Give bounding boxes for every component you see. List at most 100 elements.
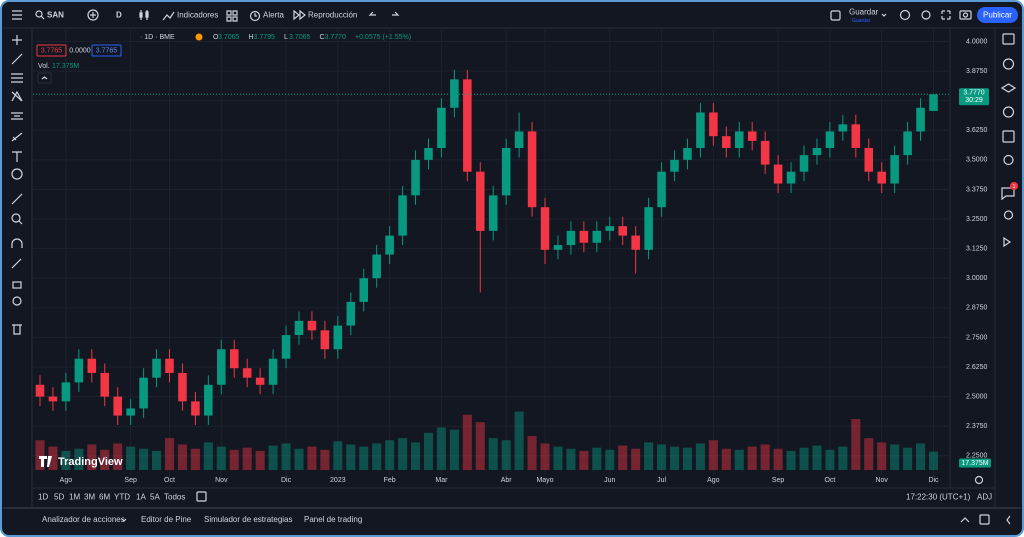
x-tick-label: 2023 — [330, 477, 346, 484]
candle-body — [87, 358, 97, 373]
ask-box[interactable] — [91, 44, 122, 57]
volume-bar — [177, 444, 187, 470]
axis-settings[interactable] — [974, 475, 984, 485]
legend-key: C — [320, 34, 325, 41]
candle-body — [100, 372, 110, 397]
toolbar-icons[interactable] — [899, 9, 972, 21]
volume-value: 17.375M — [52, 63, 79, 70]
y-tick-label: 3.3750 — [966, 186, 988, 193]
symbol-search[interactable]: SAN — [35, 10, 64, 20]
collapse-panel[interactable] — [1006, 515, 1011, 525]
panel-tab[interactable]: Simulador de estrategias — [204, 515, 293, 524]
undo-redo[interactable] — [368, 11, 400, 16]
indicators-button[interactable]: Indicadores — [162, 11, 218, 21]
series-title: · 1D · BME — [140, 34, 175, 41]
menu-button[interactable] — [12, 10, 22, 20]
panel-tab[interactable]: Editor de Pine — [141, 515, 192, 524]
collapse-legend[interactable] — [37, 72, 52, 84]
candle-body — [566, 230, 576, 246]
range-bar: 1D 5D 1M 3M 6M YTD 1A 5A Todos — [38, 493, 185, 502]
candle-body — [152, 358, 161, 378]
layout-checkbox[interactable] — [830, 10, 841, 21]
symbol[interactable]: SAN — [47, 11, 64, 20]
bid-box[interactable] — [36, 44, 67, 57]
volume-bar — [216, 446, 226, 470]
x-tick-label: Mar — [435, 477, 448, 484]
adjust[interactable]: ADJ — [977, 493, 992, 502]
candle-body — [217, 349, 226, 385]
volume-bar — [74, 448, 84, 470]
x-tick-label: Mayo — [536, 477, 553, 484]
candle-body — [48, 396, 58, 402]
volume-bar — [87, 444, 97, 470]
collapse-icon[interactable] — [41, 76, 48, 80]
x-tick-label: Jun — [604, 477, 615, 484]
candle-body — [890, 155, 899, 184]
drawing-tools[interactable] — [11, 35, 23, 335]
candle-body — [359, 278, 369, 302]
candle-body — [255, 377, 265, 385]
chart-type[interactable] — [139, 10, 149, 20]
publish-label[interactable]: Publicar — [983, 11, 1012, 20]
x-tick-label: Oct — [164, 477, 175, 484]
candle-body — [799, 155, 809, 172]
volume-bar — [113, 443, 123, 470]
candle-body — [165, 358, 174, 373]
range-button[interactable]: Todos — [164, 493, 185, 502]
legend-key: L — [284, 34, 288, 41]
volume-tag-label: 17.375M — [961, 460, 988, 467]
alert-label[interactable]: Alerta — [263, 11, 284, 20]
panel-tab[interactable]: Analizador de acciones — [42, 515, 125, 524]
panel-tab[interactable]: Panel de trading — [304, 515, 362, 524]
indicators-label[interactable]: Indicadores — [177, 11, 218, 20]
y-tick-label: 3.2500 — [966, 216, 988, 223]
alert-button[interactable]: Alerta — [249, 11, 285, 22]
date-range-button[interactable] — [196, 491, 207, 502]
bid[interactable]: 3.7765 — [41, 47, 63, 54]
replay-label[interactable]: Reproducción — [308, 11, 357, 20]
range-button[interactable]: 5A — [150, 493, 160, 502]
compare-button[interactable] — [87, 9, 99, 21]
candle-body — [618, 226, 627, 236]
candle-body — [592, 230, 602, 243]
range-button[interactable]: 6M — [99, 493, 110, 502]
candle-body — [139, 377, 148, 409]
save-button[interactable]: Guardar — [849, 8, 879, 17]
candle-body — [463, 79, 472, 172]
range-button[interactable]: 5D — [54, 493, 64, 502]
save-menu[interactable] — [881, 13, 887, 17]
range-button[interactable]: YTD — [114, 493, 130, 502]
candle-body — [61, 382, 71, 402]
layouts-button[interactable] — [226, 10, 238, 22]
volume-bar — [657, 444, 667, 470]
candle-body — [294, 320, 304, 336]
price-tag — [959, 88, 989, 106]
legend-value: 3.7795 — [254, 34, 276, 41]
expand-panel[interactable] — [960, 517, 970, 523]
candle-body — [864, 148, 874, 172]
interval[interactable]: D — [116, 11, 122, 20]
publish-button[interactable] — [977, 7, 1018, 23]
status-dot — [195, 33, 203, 41]
candle-body — [191, 401, 200, 416]
volume-bar — [851, 419, 861, 470]
volume-bar — [449, 429, 459, 470]
candle-body — [268, 358, 278, 385]
candle-body — [916, 107, 925, 132]
candle-body — [747, 131, 757, 141]
volume-bar — [203, 442, 213, 470]
save-status: Guardar — [852, 18, 871, 24]
candle-body — [812, 148, 822, 156]
replay-button[interactable]: Reproducción — [293, 9, 357, 21]
ask[interactable]: 3.7765 — [96, 47, 118, 54]
range-button[interactable]: 3M — [84, 493, 95, 502]
range-button[interactable]: 1D — [38, 493, 48, 502]
volume-bar — [773, 448, 783, 470]
tab-menu[interactable] — [121, 518, 127, 522]
volume-bar — [398, 438, 408, 470]
range-button[interactable]: 1A — [136, 493, 146, 502]
candle-body — [307, 320, 317, 331]
range-button[interactable]: 1M — [69, 493, 80, 502]
volume-bar — [799, 447, 809, 470]
maximize-panel[interactable] — [979, 514, 990, 525]
